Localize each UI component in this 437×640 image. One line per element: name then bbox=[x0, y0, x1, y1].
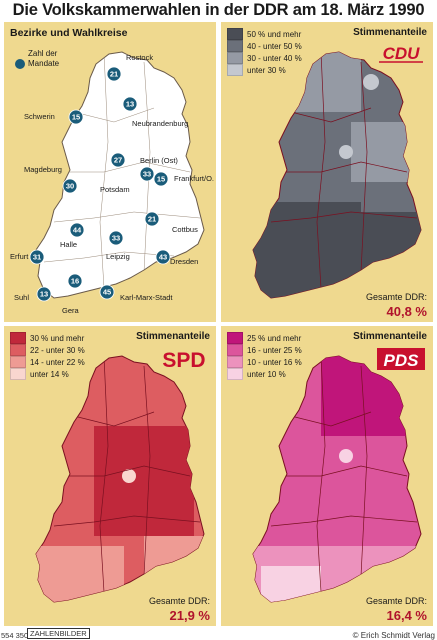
spd-legend: 30 % und mehr 22 - unter 30 % 14 - unter… bbox=[10, 332, 85, 380]
cdu-heading: Stimmenanteile bbox=[353, 27, 427, 38]
mandate-marker-legend bbox=[15, 59, 25, 69]
pds-legend-4: unter 10 % bbox=[247, 369, 286, 379]
city-label: Rostock bbox=[126, 53, 153, 62]
pds-legend-3: 10 - unter 16 % bbox=[247, 357, 302, 367]
pds-map bbox=[252, 355, 422, 603]
spd-legend-3: 14 - unter 22 % bbox=[30, 357, 85, 367]
cdu-total-label: Gesamte DDR: bbox=[365, 292, 427, 302]
footer-brand: ZAHLENBILDER bbox=[27, 628, 90, 639]
city-label: Suhl bbox=[14, 293, 29, 302]
city-label: Potsdam bbox=[100, 185, 130, 194]
city-label: Magdeburg bbox=[24, 165, 62, 174]
cdu-legend-3: 30 - unter 40 % bbox=[247, 53, 302, 63]
mandate-marker bbox=[155, 249, 171, 265]
city-label: Cottbus bbox=[172, 225, 198, 234]
city-label: Leipzig bbox=[106, 252, 130, 261]
mandate-count: 16 bbox=[71, 277, 79, 286]
bezirke-panel: Bezirke und Wahlkreise 21 Rostock 15 Schwer… bbox=[4, 22, 216, 322]
cdu-legend: 50 % und mehr 40 - unter 50 % 30 - unter… bbox=[227, 28, 302, 76]
mandate-count: 33 bbox=[112, 234, 120, 243]
mandate-count: 45 bbox=[103, 288, 111, 297]
page-title: Die Volkskammerwahlen in der DDR am 18. … bbox=[12, 1, 425, 19]
city-label: Halle bbox=[60, 240, 77, 249]
spd-total-label: Gesamte DDR: bbox=[148, 596, 210, 606]
mandate-count: 27 bbox=[114, 156, 122, 165]
pds-panel: 25 % und mehr 16 - unter 25 % 10 - unter… bbox=[221, 326, 433, 626]
spd-legend-4: unter 14 % bbox=[30, 369, 69, 379]
mandate-marker bbox=[110, 152, 126, 168]
pds-total-value: 16,4 % bbox=[386, 608, 427, 623]
svg-text:SPD: SPD bbox=[162, 349, 205, 372]
mandate-marker bbox=[69, 222, 85, 238]
bezirke-map: 21 Rostock 15 Schwerin 13 Neubrandenburg 30 Mag… bbox=[10, 51, 214, 315]
pds-legend-1: 25 % und mehr bbox=[247, 333, 302, 343]
mandate-marker bbox=[99, 284, 115, 300]
city-label: Berlin (Ost) bbox=[140, 156, 178, 165]
legend-mandate-label: Zahl der Mandate bbox=[28, 49, 60, 68]
mandate-marker bbox=[68, 109, 84, 125]
cdu-legend-1: 50 % und mehr bbox=[247, 29, 302, 39]
spd-panel: 30 % und mehr 22 - unter 30 % 14 - unter… bbox=[4, 326, 216, 626]
cdu-logo: CDU bbox=[379, 44, 423, 63]
spd-logo: SPD bbox=[162, 349, 205, 372]
mandate-marker bbox=[62, 178, 78, 194]
cdu-legend-2: 40 - unter 50 % bbox=[247, 41, 302, 51]
cdu-map bbox=[252, 51, 422, 299]
pds-legend-2: 16 - unter 25 % bbox=[247, 345, 302, 355]
cdu-panel: 50 % und mehr 40 - unter 50 % 30 - unter… bbox=[221, 22, 433, 322]
mandate-count: 31 bbox=[33, 253, 41, 262]
mandate-marker bbox=[144, 211, 160, 227]
mandate-count: 43 bbox=[159, 253, 167, 262]
spd-heading: Stimmenanteile bbox=[136, 331, 210, 342]
mandate-count: 13 bbox=[126, 100, 134, 109]
footer-code: 554 350 bbox=[1, 631, 29, 640]
svg-text:PDS: PDS bbox=[384, 351, 420, 370]
city-label: Frankfurt/O. bbox=[174, 174, 214, 183]
mandate-marker bbox=[139, 166, 155, 182]
mandate-marker bbox=[67, 273, 83, 289]
city-label: Dresden bbox=[170, 257, 198, 266]
city-label: Neubrandenburg bbox=[132, 119, 188, 128]
city-label: Gera bbox=[62, 306, 80, 315]
mandate-count: 30 bbox=[66, 182, 74, 191]
mandate-marker bbox=[106, 66, 122, 82]
spd-legend-1: 30 % und mehr bbox=[30, 333, 85, 343]
spd-map bbox=[35, 355, 205, 603]
bezirke-heading: Bezirke und Wahlkreise bbox=[10, 27, 128, 39]
mandate-count: 21 bbox=[110, 70, 118, 79]
city-label: Schwerin bbox=[24, 112, 55, 121]
cdu-total-value: 40,8 % bbox=[386, 304, 427, 319]
mandate-count: 15 bbox=[72, 113, 80, 122]
pds-logo: PDS bbox=[377, 348, 425, 370]
mandate-count: 44 bbox=[73, 226, 82, 235]
spd-total-value: 21,9 % bbox=[169, 608, 210, 623]
pds-heading: Stimmenanteile bbox=[353, 331, 427, 342]
mandate-count: 13 bbox=[40, 290, 48, 299]
spd-legend-2: 22 - unter 30 % bbox=[30, 345, 85, 355]
cdu-legend-4: unter 30 % bbox=[247, 65, 286, 75]
svg-text:CDU: CDU bbox=[383, 44, 421, 63]
mandate-marker bbox=[36, 286, 52, 302]
pds-total-label: Gesamte DDR: bbox=[365, 596, 427, 606]
mandate-count: 15 bbox=[157, 175, 165, 184]
footer-copyright: © Erich Schmidt Verlag bbox=[352, 631, 435, 640]
mandate-marker bbox=[153, 171, 169, 187]
mandate-marker bbox=[108, 230, 124, 246]
city-label: Erfurt bbox=[10, 252, 29, 261]
mandate-count: 33 bbox=[143, 170, 151, 179]
city-label: Karl-Marx-Stadt bbox=[120, 293, 173, 302]
mandate-count: 21 bbox=[148, 215, 156, 224]
mandate-marker bbox=[29, 249, 45, 265]
pds-legend: 25 % und mehr 16 - unter 25 % 10 - unter… bbox=[227, 332, 302, 380]
mandate-marker bbox=[122, 96, 138, 112]
